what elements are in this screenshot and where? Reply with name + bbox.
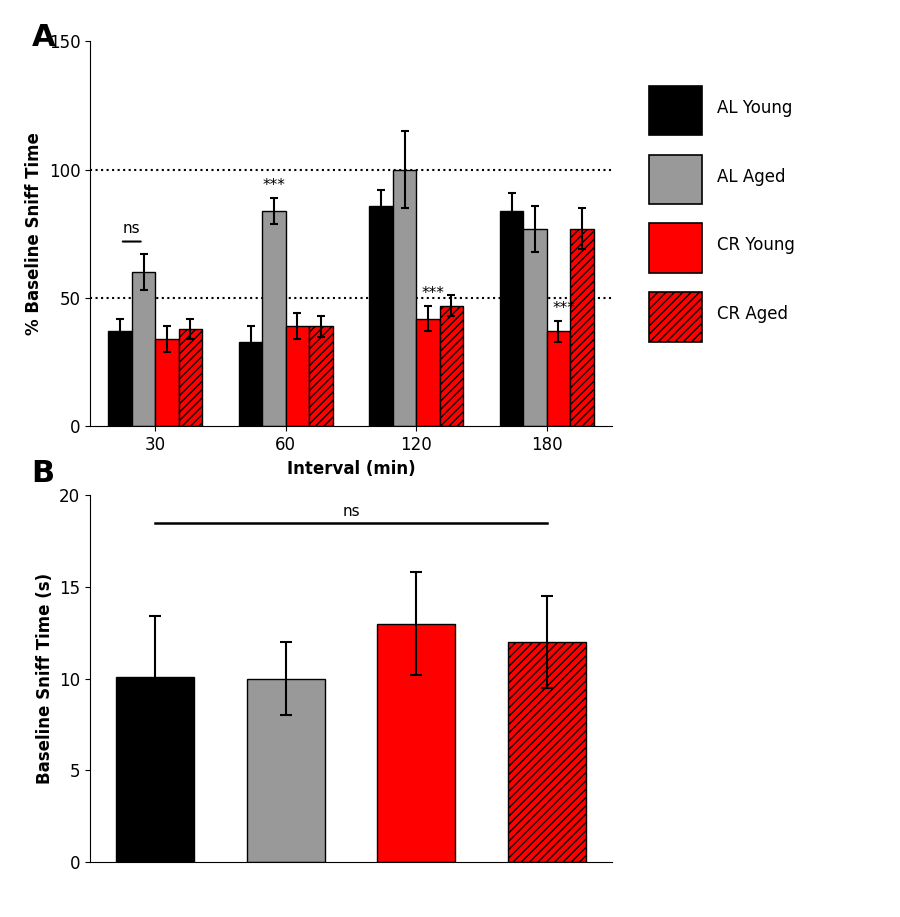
Bar <box>649 154 702 204</box>
Bar <box>500 211 523 426</box>
Bar <box>508 642 586 862</box>
Bar <box>571 228 594 426</box>
Text: AL Aged: AL Aged <box>716 168 786 185</box>
Text: AL Young: AL Young <box>716 99 792 116</box>
Bar <box>108 331 131 426</box>
Bar <box>392 170 416 426</box>
Bar <box>116 677 194 862</box>
Bar <box>523 228 547 426</box>
X-axis label: Interval (min): Interval (min) <box>287 459 415 478</box>
Bar <box>247 679 325 862</box>
Text: B: B <box>32 458 55 488</box>
Bar <box>377 624 455 862</box>
Text: CR Young: CR Young <box>716 237 795 254</box>
Bar <box>547 331 571 426</box>
Bar <box>649 86 702 135</box>
Bar <box>649 223 702 273</box>
Text: CR Aged: CR Aged <box>716 305 788 323</box>
Bar <box>262 211 286 426</box>
Text: ns: ns <box>123 221 140 237</box>
Text: ns: ns <box>342 504 360 519</box>
Y-axis label: Baseline Sniff Time (s): Baseline Sniff Time (s) <box>36 573 54 784</box>
Bar <box>369 205 392 426</box>
Bar <box>440 305 464 426</box>
Bar <box>286 326 310 426</box>
Bar <box>131 272 155 426</box>
Bar <box>179 329 203 426</box>
Bar <box>649 292 702 341</box>
Bar <box>238 342 262 426</box>
Bar <box>416 318 440 426</box>
Text: ***: *** <box>553 301 575 316</box>
Y-axis label: % Baseline Sniff Time: % Baseline Sniff Time <box>25 132 43 336</box>
Text: ***: *** <box>263 178 285 193</box>
Bar <box>155 339 179 426</box>
Text: ***: *** <box>422 285 445 301</box>
Text: A: A <box>32 23 55 52</box>
Bar <box>310 326 333 426</box>
